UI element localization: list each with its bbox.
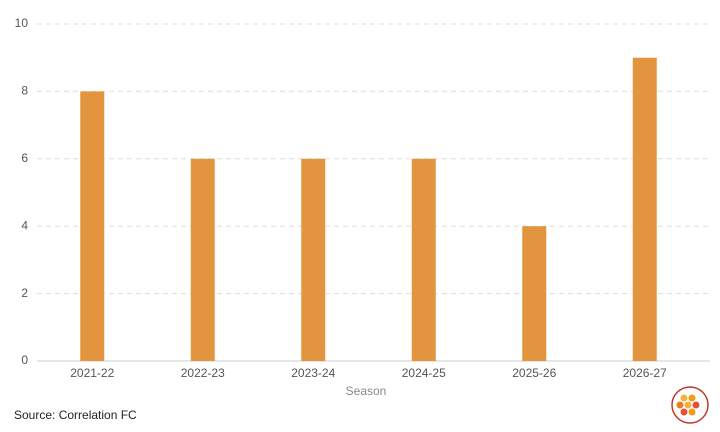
x-tick-label: 2024-25 (402, 366, 446, 380)
bar (80, 91, 105, 362)
y-tick-label: 2 (21, 286, 28, 300)
source: Source: Correlation FC (14, 408, 137, 422)
x-tick-label: 2023-24 (291, 366, 335, 380)
x-tick-label: 2021-22 (70, 366, 114, 380)
y-tick-label: 10 (15, 16, 29, 30)
y-tick-label: 8 (21, 84, 28, 98)
bar (190, 158, 215, 361)
x-tick-label: 2026-27 (623, 366, 667, 380)
y-tick-label: 4 (21, 218, 28, 232)
bar (411, 158, 436, 361)
y-tick-label: 6 (21, 151, 28, 165)
bar (632, 57, 657, 361)
x-tick-label: 2025-26 (512, 366, 556, 380)
logo (671, 386, 709, 424)
y-tick-label: 0 (21, 353, 28, 367)
bar (301, 158, 326, 361)
x-axis-label: Season (346, 384, 387, 398)
bar (522, 226, 547, 361)
x-tick-label: 2022-23 (181, 366, 225, 380)
